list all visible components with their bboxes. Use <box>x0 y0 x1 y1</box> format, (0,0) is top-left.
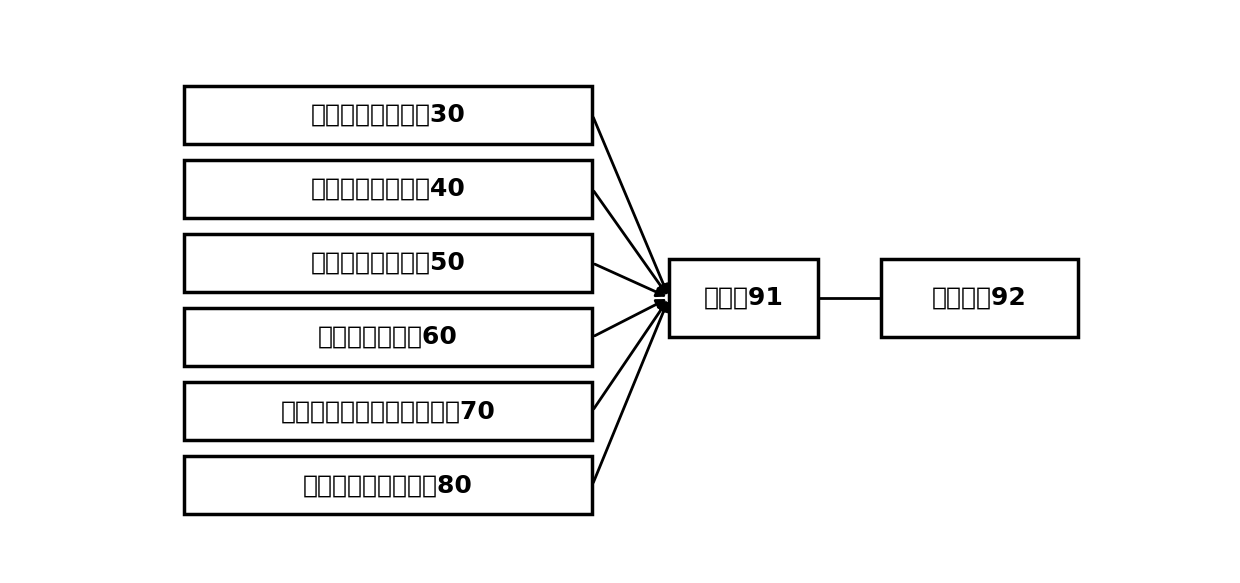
Text: 坡表温度场监测单元80: 坡表温度场监测单元80 <box>303 473 472 497</box>
Text: 坡表位移监测单元40: 坡表位移监测单元40 <box>310 177 465 201</box>
Bar <box>184 382 593 440</box>
Text: 抗滑桩变形和受力监测单元70: 抗滑桩变形和受力监测单元70 <box>280 399 496 423</box>
Bar <box>184 160 593 218</box>
Bar <box>184 308 593 366</box>
Text: 控制终端92: 控制终端92 <box>931 286 1027 310</box>
Bar <box>880 258 1078 337</box>
Bar <box>184 456 593 514</box>
Bar <box>184 86 593 144</box>
Text: 深部位移监测单元50: 深部位移监测单元50 <box>310 251 465 275</box>
Text: 土压力监测单元60: 土压力监测单元60 <box>319 325 458 349</box>
Bar <box>184 234 593 292</box>
Bar <box>670 258 818 337</box>
Text: 后缘推力监测单元30: 后缘推力监测单元30 <box>310 103 465 127</box>
Text: 调节仹91: 调节仹91 <box>703 286 784 310</box>
